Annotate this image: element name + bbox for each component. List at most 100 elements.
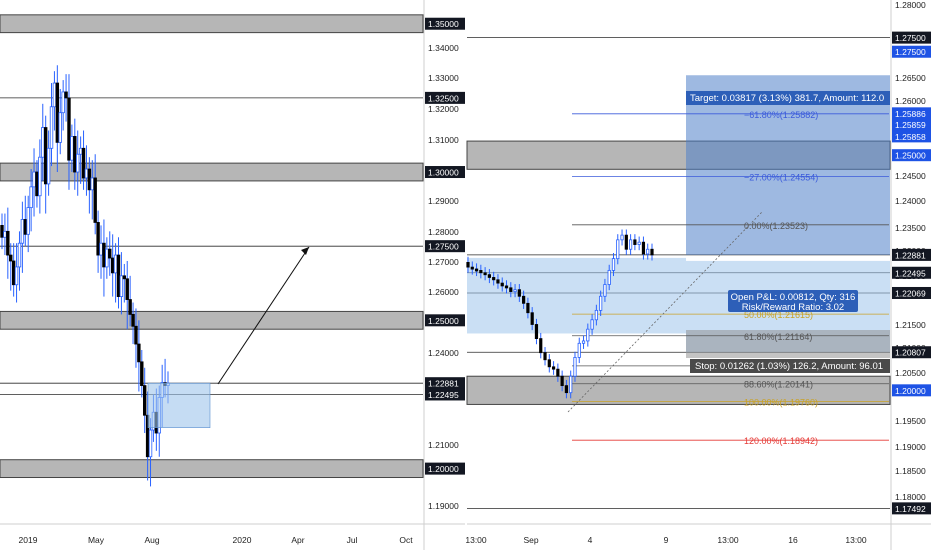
projection-arrow-head <box>301 247 309 255</box>
candle-body <box>113 254 118 274</box>
x-tick-label: 13:00 <box>465 535 487 545</box>
fib-level-label: 50.00%(1.21615) <box>744 310 813 320</box>
candle-body <box>41 127 45 158</box>
entry-zone-box <box>467 257 686 334</box>
candle-body <box>64 91 68 99</box>
price-tag-label: 1.20000 <box>428 464 459 474</box>
price-tag-label: 1.17492 <box>895 504 926 514</box>
price-tag-label: 1.25000 <box>428 316 459 326</box>
candle-body <box>93 177 97 223</box>
y-tick-label: 1.18000 <box>895 492 926 502</box>
price-tag-label: 1.27500 <box>895 47 926 57</box>
candle-body <box>29 186 33 209</box>
candle-body <box>61 91 65 114</box>
candle-body <box>17 242 22 268</box>
candle-body <box>84 168 89 179</box>
x-tick-label: Apr <box>291 535 304 545</box>
candle-body <box>492 277 496 281</box>
candle-body <box>624 234 628 250</box>
price-tag-bg <box>425 388 465 401</box>
candle-body <box>616 239 620 260</box>
x-tick-label: Jul <box>347 535 358 545</box>
y-tick-label: 1.32000 <box>428 104 459 114</box>
y-tick-label: 1.21000 <box>428 440 459 450</box>
price-tag-label: 1.22495 <box>895 268 926 278</box>
y-tick-label: 1.28000 <box>428 227 459 237</box>
candle-body <box>20 219 25 244</box>
price-tag-bg <box>892 149 931 162</box>
candle-body <box>137 343 141 363</box>
candle-body <box>119 275 124 297</box>
candle-body <box>586 328 590 342</box>
right-time-axis: 13:00 Sep 4 9 13:00 16 13:00 <box>465 523 931 550</box>
candle-body <box>599 295 603 311</box>
stop-label: Stop: 0.01262 (1.03%) 126.2, Amount: 96.… <box>690 359 890 373</box>
fib-level-label: 0.00%(1.23523) <box>744 221 808 231</box>
candle-body <box>102 242 106 268</box>
fib-level-label: −27.00%(1.24554) <box>744 172 818 182</box>
price-tag-bg <box>892 118 931 131</box>
candle-body <box>611 258 616 271</box>
price-tag-bg <box>892 130 931 143</box>
candle-body <box>99 242 103 256</box>
candle-body <box>569 375 573 394</box>
candle-body <box>607 270 611 285</box>
y-tick-label: 1.19500 <box>895 416 926 426</box>
pnl-label-text: Open P&L: 0.00812, Qty: 316 <box>731 292 856 303</box>
candle-body <box>23 219 27 235</box>
left-chart-panel: 1.19000 1.21000 1.24000 1.26000 1.27000 1.280… <box>0 0 466 550</box>
y-tick-label: 1.29000 <box>428 196 459 206</box>
candle-body <box>564 385 569 394</box>
price-tag-bg <box>892 502 931 515</box>
price-tag-bg <box>892 384 931 397</box>
target-label: Target: 0.03817 (3.13%) 381.7, Amount: 1… <box>686 91 890 105</box>
candle-body <box>522 295 526 304</box>
candle-body <box>577 342 581 358</box>
y-tick-label: 1.24500 <box>895 171 926 181</box>
candle-body <box>134 325 138 345</box>
candle-body <box>58 112 62 143</box>
candle-body <box>131 313 135 327</box>
candle-body <box>108 248 112 259</box>
fib-level-label: 120.00%(1.18942) <box>744 436 818 446</box>
price-tag-bg <box>425 377 465 390</box>
y-tick-label: 1.34000 <box>428 43 459 53</box>
y-tick-label: 1.27000 <box>428 257 459 267</box>
x-tick-label: Sep <box>523 535 538 545</box>
candle-body <box>90 177 94 191</box>
candle-body <box>67 97 71 161</box>
price-tag-bg <box>892 45 931 58</box>
candle-body <box>646 248 650 255</box>
price-tag-bg <box>892 107 931 120</box>
fib-level-label: 88.60%(1.20141) <box>744 380 813 390</box>
pnl-label-bg <box>728 290 858 312</box>
rr-label-text: Risk/Reward Ratio: 3.02 <box>742 302 844 313</box>
candle-body <box>590 319 594 330</box>
candle-body <box>110 257 115 274</box>
candle-body <box>517 289 521 297</box>
price-tag-bg <box>425 314 465 327</box>
candle-body <box>14 266 19 286</box>
price-tag-bg <box>425 17 465 30</box>
candle-body <box>543 352 547 361</box>
candle-body <box>55 82 60 143</box>
candle-body <box>594 309 598 321</box>
candle-body <box>9 254 13 262</box>
candle-body <box>96 222 100 256</box>
candle-body <box>547 359 551 368</box>
y-tick-label: 1.18500 <box>895 466 926 476</box>
price-tag-label: 1.35000 <box>428 19 459 29</box>
candle-body <box>551 366 556 370</box>
y-tick-label: 1.28000 <box>895 0 926 10</box>
candle-body <box>556 368 560 377</box>
candle-body <box>49 106 54 149</box>
candle-body <box>143 385 147 416</box>
candle-body <box>620 234 624 241</box>
candle-body <box>78 147 83 155</box>
left-time-axis: 2019 May Aug 2020 Apr Jul Oct <box>0 523 465 550</box>
candle-body <box>470 266 474 270</box>
candle-body <box>641 241 646 255</box>
stop-loss-box <box>686 330 890 358</box>
